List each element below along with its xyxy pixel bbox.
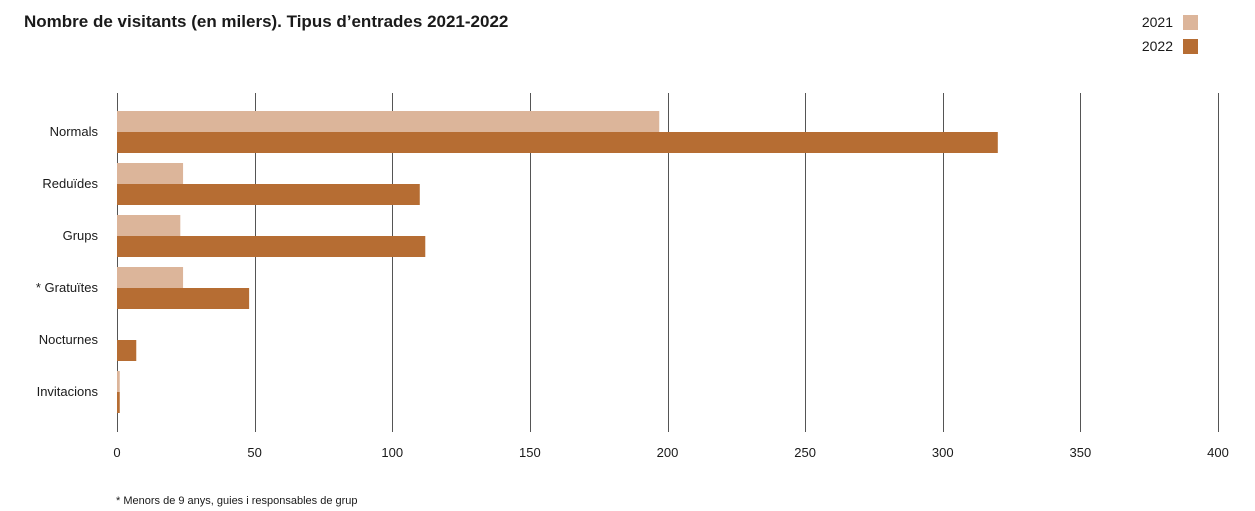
bar-2021 — [117, 371, 120, 392]
x-tick-label: 150 — [519, 445, 541, 460]
bar-2021 — [117, 111, 660, 132]
category-label: Normals — [50, 124, 99, 139]
bar-chart: 0 50 100 150 200 250 300 350 400 Normals Reduïdes G… — [36, 93, 1229, 460]
x-tick-label: 0 — [113, 445, 120, 460]
bar-2021 — [117, 215, 181, 236]
chart-title: Nombre de visitants (en milers). Tipus d… — [24, 12, 509, 31]
x-tick-label: 400 — [1207, 445, 1229, 460]
footnote: * Menors de 9 anys, guies i responsables… — [116, 495, 358, 507]
bar-2022 — [117, 340, 137, 361]
x-tick-label: 300 — [932, 445, 954, 460]
x-tick-label: 50 — [247, 445, 261, 460]
category-label: * Gratuïtes — [36, 280, 99, 295]
category-label: Nocturnes — [39, 332, 99, 347]
bar-2022 — [117, 392, 120, 413]
bar-2022 — [117, 288, 250, 309]
x-tick-label: 200 — [657, 445, 679, 460]
bar-2021 — [117, 267, 184, 288]
legend-label-2021: 2021 — [1141, 14, 1173, 30]
category-label: Reduïdes — [42, 176, 98, 191]
bar-2022 — [117, 184, 420, 205]
bar-2022 — [117, 132, 998, 153]
x-tick-label: 350 — [1070, 445, 1092, 460]
legend-item-2022: 2022 — [1142, 34, 1198, 58]
x-tick-label: 100 — [381, 445, 403, 460]
legend-swatch-2022 — [1183, 38, 1198, 54]
legend: 2021 2022 — [1142, 10, 1198, 58]
bar-2022 — [117, 236, 426, 257]
legend-swatch-2021 — [1183, 14, 1198, 30]
legend-label-2022: 2022 — [1141, 38, 1173, 54]
category-label: Invitacions — [37, 384, 99, 399]
x-tick-label: 250 — [794, 445, 816, 460]
legend-item-2021: 2021 — [1142, 10, 1198, 34]
bar-2021 — [117, 163, 184, 184]
category-label: Grups — [63, 228, 99, 243]
